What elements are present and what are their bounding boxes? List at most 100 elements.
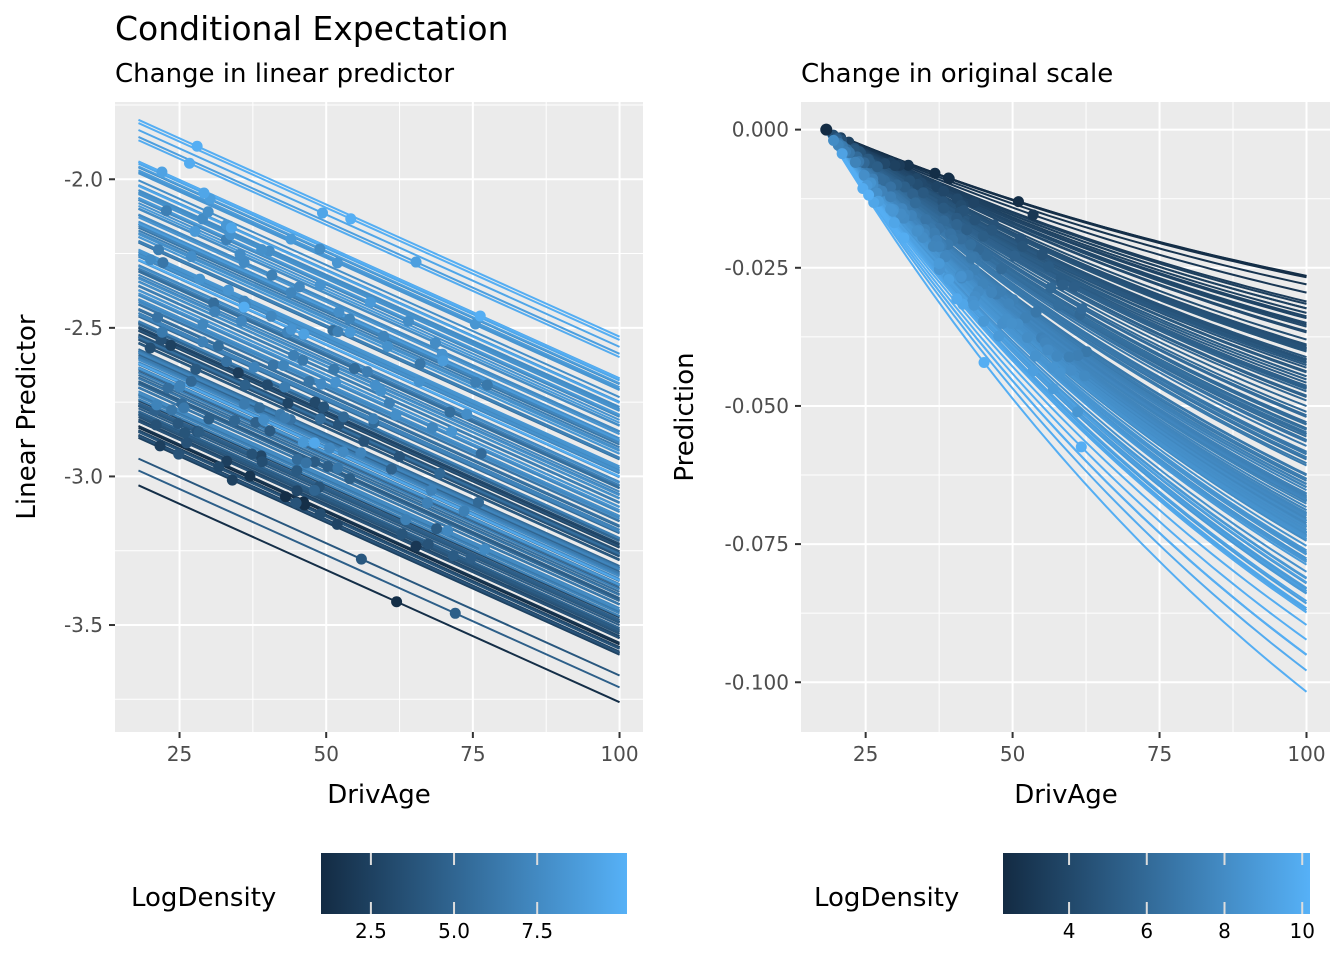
left-ice-line [138, 196, 620, 416]
left-ice-point [297, 354, 309, 366]
left-ice-point [279, 491, 291, 503]
left-ice-point [385, 463, 397, 475]
left-ice-point [331, 257, 343, 269]
right-ice-point [995, 263, 1007, 275]
left-ice-line [138, 418, 620, 638]
right-y-tick-label: -0.100 [725, 670, 789, 694]
left-ice-line [138, 380, 620, 599]
left-ice-point [396, 528, 408, 540]
right-ice-point [1027, 365, 1039, 377]
right-ice-point [1081, 346, 1093, 358]
left-ice-line [138, 165, 620, 385]
left-ice-point [226, 474, 238, 486]
left-ice-point [162, 382, 174, 394]
left-ice-point [291, 453, 303, 465]
left-ice-point [355, 553, 367, 565]
right-ice-point [849, 156, 861, 168]
left-ice-line [138, 136, 620, 355]
left-ice-point [378, 330, 390, 342]
left-ice-point [297, 436, 309, 448]
left-ice-point [279, 412, 291, 424]
right-ice-point [1075, 441, 1087, 453]
right-ice-curve [823, 129, 1308, 656]
right-ice-point [1065, 364, 1077, 376]
left-ice-line [138, 361, 620, 580]
left-ice-point [300, 457, 312, 469]
left-ice-line [138, 342, 620, 562]
right-ice-point [933, 241, 945, 253]
left-ice-line [138, 118, 620, 338]
left-legend-title: LogDensity [131, 883, 276, 913]
left-ice-point [282, 397, 294, 409]
left-ice-line [138, 348, 620, 567]
left-ice-point [183, 157, 195, 169]
right-ice-point [965, 252, 977, 264]
left-ice-line [138, 198, 620, 418]
left-ice-point [277, 359, 289, 371]
right-panel-subtitle: Change in original scale [801, 59, 1113, 89]
left-ice-point [475, 448, 487, 460]
left-ice-line [138, 222, 620, 442]
left-ice-point [212, 340, 224, 352]
left-ice-line [138, 202, 620, 421]
left-ice-line [138, 354, 620, 573]
left-ice-line [138, 395, 620, 615]
right-ice-point [993, 330, 1005, 342]
left-ice-line [138, 240, 620, 460]
left-x-tick-label: 100 [600, 742, 638, 766]
left-ice-point [355, 447, 367, 459]
right-ice-point [986, 224, 998, 236]
left-ice-point [185, 251, 197, 263]
left-ice-point [290, 497, 302, 509]
left-ice-point [156, 166, 168, 178]
left-axes: 25 50 75 100 -2.0 -2.5 -3.0 -3.5 [64, 167, 639, 766]
right-ice-point [1057, 279, 1069, 291]
left-y-tick-label: -2.0 [64, 167, 103, 191]
left-ice-point [314, 413, 326, 425]
left-ice-line [138, 289, 620, 509]
left-ice-line [138, 374, 620, 593]
left-ice-point [333, 306, 345, 318]
left-ice-point [256, 456, 268, 468]
right-ice-point [885, 203, 897, 215]
right-ice-point [938, 185, 950, 197]
right-ice-point [1029, 350, 1041, 362]
left-legend-tick-label: 5.0 [438, 919, 470, 943]
right-ice-point [858, 169, 870, 181]
left-ice-line [138, 250, 620, 470]
left-ice-line [138, 204, 620, 424]
left-ice-point [157, 257, 169, 269]
left-ice-point [332, 462, 344, 474]
left-ice-line [138, 192, 620, 411]
left-ice-line [138, 403, 620, 623]
left-ice-point [229, 415, 241, 427]
left-ice-point [213, 461, 225, 473]
right-ice-point [909, 197, 921, 209]
left-ice-point [193, 426, 205, 438]
right-x-tick-label: 50 [1000, 742, 1025, 766]
right-ice-point [885, 181, 897, 193]
right-ice-point [968, 299, 980, 311]
right-ice-curve [823, 128, 1308, 566]
left-ice-point [410, 540, 422, 552]
right-ice-point [1063, 351, 1075, 363]
right-y-tick-label: -0.075 [725, 532, 789, 556]
left-ice-point [375, 385, 387, 397]
left-x-tick-label: 75 [460, 742, 485, 766]
left-ice-point [181, 437, 193, 449]
left-ice-line [138, 207, 620, 427]
left-ice-point [235, 315, 247, 327]
left-ice-line [138, 386, 620, 606]
left-ice-line [138, 412, 620, 632]
left-ice-line [138, 325, 620, 545]
left-ice-line [138, 367, 620, 586]
left-ice-point [150, 419, 162, 431]
right-ice-curve [823, 128, 1307, 459]
right-ice-point [938, 215, 950, 227]
left-ice-line [138, 377, 620, 597]
left-ice-point [165, 339, 177, 351]
left-ice-point [332, 326, 344, 338]
left-ice-point [331, 518, 343, 530]
left-ice-line [138, 402, 620, 622]
left-ice-line [138, 185, 620, 404]
